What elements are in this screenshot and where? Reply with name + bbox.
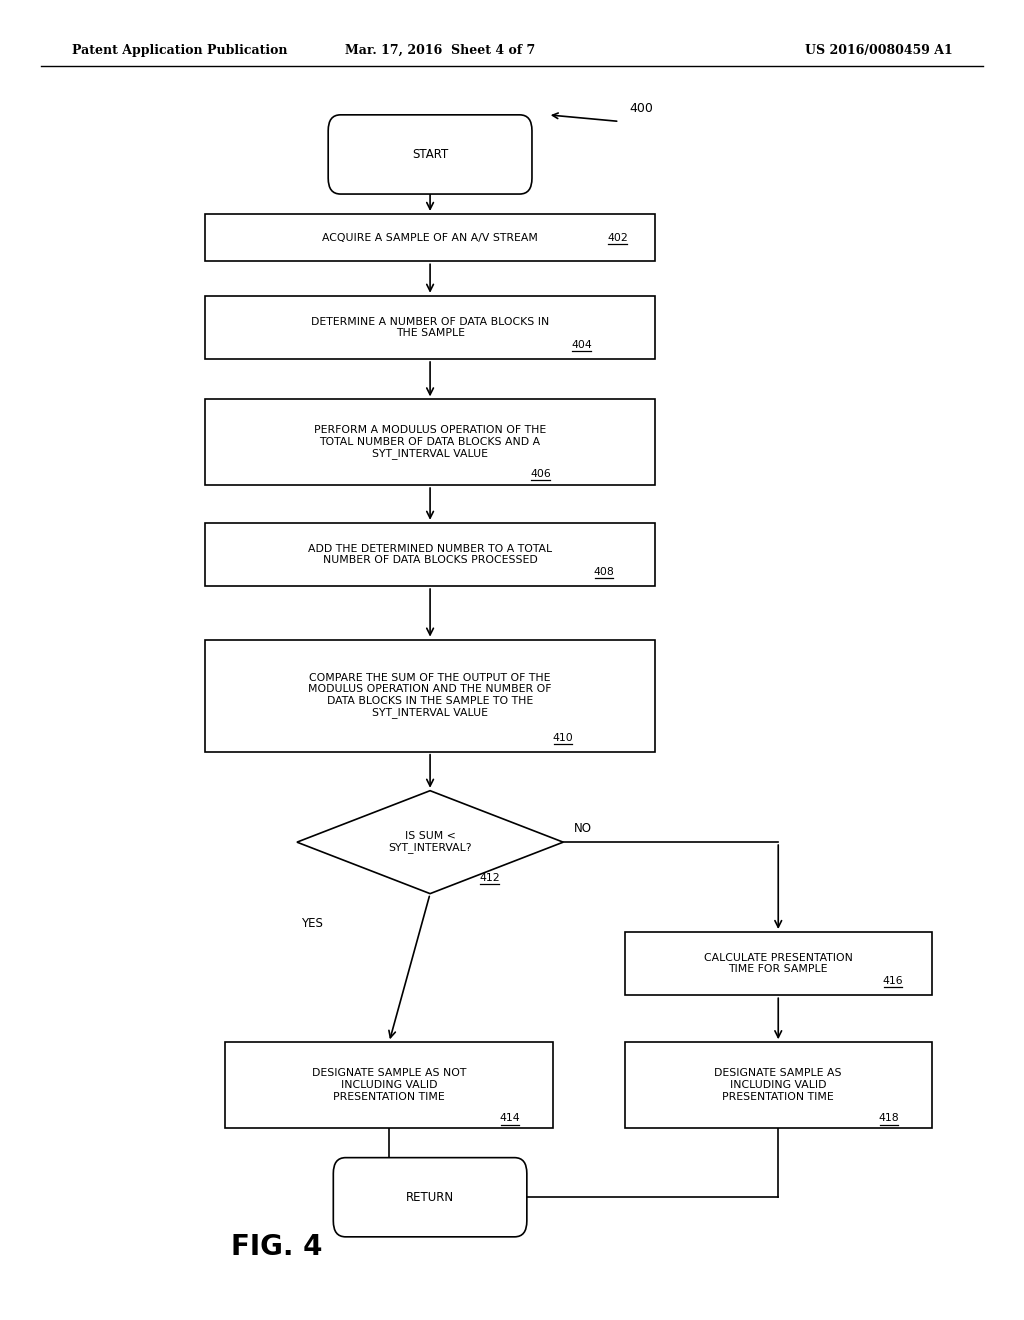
Text: US 2016/0080459 A1: US 2016/0080459 A1 [805, 44, 952, 57]
FancyBboxPatch shape [625, 932, 932, 995]
FancyBboxPatch shape [328, 115, 532, 194]
FancyBboxPatch shape [205, 640, 655, 752]
Text: FIG. 4: FIG. 4 [230, 1233, 323, 1262]
Text: 412: 412 [479, 873, 500, 883]
Text: 406: 406 [530, 469, 551, 479]
Text: 414: 414 [500, 1113, 520, 1123]
Text: 410: 410 [553, 733, 573, 743]
FancyBboxPatch shape [205, 214, 655, 261]
Text: 418: 418 [879, 1113, 899, 1123]
Text: ADD THE DETERMINED NUMBER TO A TOTAL
NUMBER OF DATA BLOCKS PROCESSED: ADD THE DETERMINED NUMBER TO A TOTAL NUM… [308, 544, 552, 565]
Text: PERFORM A MODULUS OPERATION OF THE
TOTAL NUMBER OF DATA BLOCKS AND A
SYT_INTERVA: PERFORM A MODULUS OPERATION OF THE TOTAL… [314, 425, 546, 459]
Text: Mar. 17, 2016  Sheet 4 of 7: Mar. 17, 2016 Sheet 4 of 7 [345, 44, 536, 57]
Text: IS SUM <
SYT_INTERVAL?: IS SUM < SYT_INTERVAL? [388, 830, 472, 854]
Text: Patent Application Publication: Patent Application Publication [72, 44, 287, 57]
FancyBboxPatch shape [205, 523, 655, 586]
Text: DESIGNATE SAMPLE AS
INCLUDING VALID
PRESENTATION TIME: DESIGNATE SAMPLE AS INCLUDING VALID PRES… [715, 1068, 842, 1102]
FancyBboxPatch shape [205, 296, 655, 359]
Text: CALCULATE PRESENTATION
TIME FOR SAMPLE: CALCULATE PRESENTATION TIME FOR SAMPLE [703, 953, 853, 974]
Polygon shape [297, 791, 563, 894]
Text: 400: 400 [630, 102, 653, 115]
Text: NO: NO [573, 822, 592, 836]
FancyBboxPatch shape [625, 1043, 932, 1127]
Text: DESIGNATE SAMPLE AS NOT
INCLUDING VALID
PRESENTATION TIME: DESIGNATE SAMPLE AS NOT INCLUDING VALID … [312, 1068, 466, 1102]
Text: YES: YES [301, 917, 324, 931]
Text: RETURN: RETURN [407, 1191, 454, 1204]
FancyBboxPatch shape [225, 1043, 553, 1127]
Text: START: START [412, 148, 449, 161]
Text: DETERMINE A NUMBER OF DATA BLOCKS IN
THE SAMPLE: DETERMINE A NUMBER OF DATA BLOCKS IN THE… [311, 317, 549, 338]
FancyBboxPatch shape [205, 399, 655, 484]
Text: 416: 416 [883, 975, 903, 986]
Text: 402: 402 [607, 232, 628, 243]
Text: ACQUIRE A SAMPLE OF AN A/V STREAM: ACQUIRE A SAMPLE OF AN A/V STREAM [323, 232, 538, 243]
FancyBboxPatch shape [333, 1158, 526, 1237]
Text: 408: 408 [594, 566, 614, 577]
Text: 404: 404 [571, 339, 592, 350]
Text: COMPARE THE SUM OF THE OUTPUT OF THE
MODULUS OPERATION AND THE NUMBER OF
DATA BL: COMPARE THE SUM OF THE OUTPUT OF THE MOD… [308, 673, 552, 718]
